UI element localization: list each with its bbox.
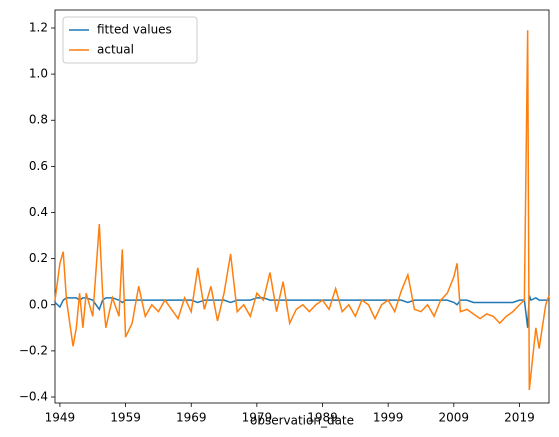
x-tick-label: 1979 [242, 411, 273, 425]
y-tick-label: 1.0 [29, 67, 48, 81]
x-tick-label: 1999 [373, 411, 404, 425]
y-tick-label: 0.2 [29, 251, 48, 265]
x-tick-label: 2019 [504, 411, 535, 425]
y-tick-label: −0.2 [19, 343, 48, 357]
legend-label: fitted values [97, 23, 172, 37]
legend-box [62, 16, 198, 64]
y-tick-label: 1.2 [29, 20, 48, 34]
x-tick-label: 1949 [45, 411, 76, 425]
y-tick-label: 0.0 [29, 297, 48, 311]
legend-label: actual [97, 43, 134, 57]
series-line [54, 30, 550, 391]
series-line [54, 295, 549, 328]
x-tick-label: 2009 [439, 411, 470, 425]
y-tick-label: 0.8 [29, 113, 48, 127]
x-tick-label: 1989 [307, 411, 338, 425]
x-tick-label: 1959 [110, 411, 141, 425]
plot-frame [54, 9, 550, 404]
y-tick-label: 0.4 [29, 205, 48, 219]
x-tick-label: 1969 [176, 411, 207, 425]
x-axis-label: observation_date [250, 414, 354, 428]
y-tick-label: 0.6 [29, 159, 48, 173]
y-tick-label: −0.4 [19, 390, 48, 404]
